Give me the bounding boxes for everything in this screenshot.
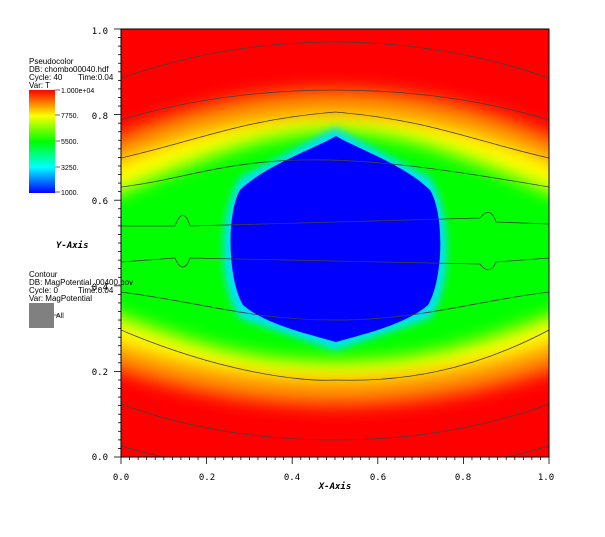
contour-line <box>121 257 549 271</box>
x-tick-label: 0.2 <box>199 473 215 483</box>
y-tick-label: 0.2 <box>92 368 108 378</box>
x-tick-label: 0.8 <box>455 473 471 483</box>
x-tick-label: 0.6 <box>370 473 386 483</box>
axis-ticks <box>114 28 550 464</box>
contour-title: Contour <box>29 270 58 279</box>
x-tick-labels: 0.0 0.2 0.4 0.6 0.8 1.0 <box>113 473 554 483</box>
colorbar <box>29 90 55 193</box>
pseudocolor-db: DB: chombo00040.hdf <box>29 65 109 74</box>
heatmap-field <box>121 29 549 457</box>
colorbar-label: 1000. <box>61 190 79 197</box>
contour-cycle: Cycle: 0 <box>29 286 58 295</box>
y-tick-label: 0.4 <box>92 283 108 293</box>
y-tick-label: 0.0 <box>92 453 108 463</box>
contour-swatch <box>29 303 54 328</box>
x-axis-title: X-Axis <box>318 481 352 492</box>
contour-swatch-label: All <box>56 313 64 320</box>
colorbar-label: 3250. <box>61 165 79 172</box>
y-tick-label: 0.6 <box>92 197 108 207</box>
contour-line <box>121 212 549 227</box>
y-axis-title: Y-Axis <box>56 240 89 251</box>
contour-line <box>121 111 549 159</box>
x-tick-label: 0.4 <box>284 473 300 483</box>
contour-line <box>121 403 549 441</box>
contour-line <box>121 291 549 321</box>
y-tick-label: 1.0 <box>92 27 108 37</box>
colorbar-label: 1.000e+04 <box>61 88 94 95</box>
y-tick-labels: 0.0 0.2 0.4 0.6 0.8 1.0 <box>92 27 108 463</box>
y-tick-label: 0.8 <box>92 112 108 122</box>
pseudocolor-cycle: Cycle: 40 <box>29 73 63 82</box>
colorbar-label: 7750. <box>61 113 79 120</box>
pseudocolor-title: Pseudocolor <box>29 57 74 66</box>
contour-db: DB: MagPotential_00400.bov <box>29 278 134 287</box>
contour-line <box>121 41 549 79</box>
contour-lines <box>121 41 549 457</box>
colorbar-label: 5500. <box>61 139 79 146</box>
contour-line <box>121 89 549 121</box>
pseudocolor-var: Var: T <box>29 81 51 90</box>
contour-line <box>121 159 549 188</box>
contour-time: Time:0.04 <box>78 286 114 295</box>
x-tick-label: 0.0 <box>113 473 129 483</box>
contour-var: Var: MagPotential <box>29 294 92 303</box>
x-tick-label: 1.0 <box>538 473 554 483</box>
pseudocolor-time: Time:0.04 <box>78 73 114 82</box>
field-blue-core <box>230 136 441 342</box>
contour-line <box>121 329 549 381</box>
